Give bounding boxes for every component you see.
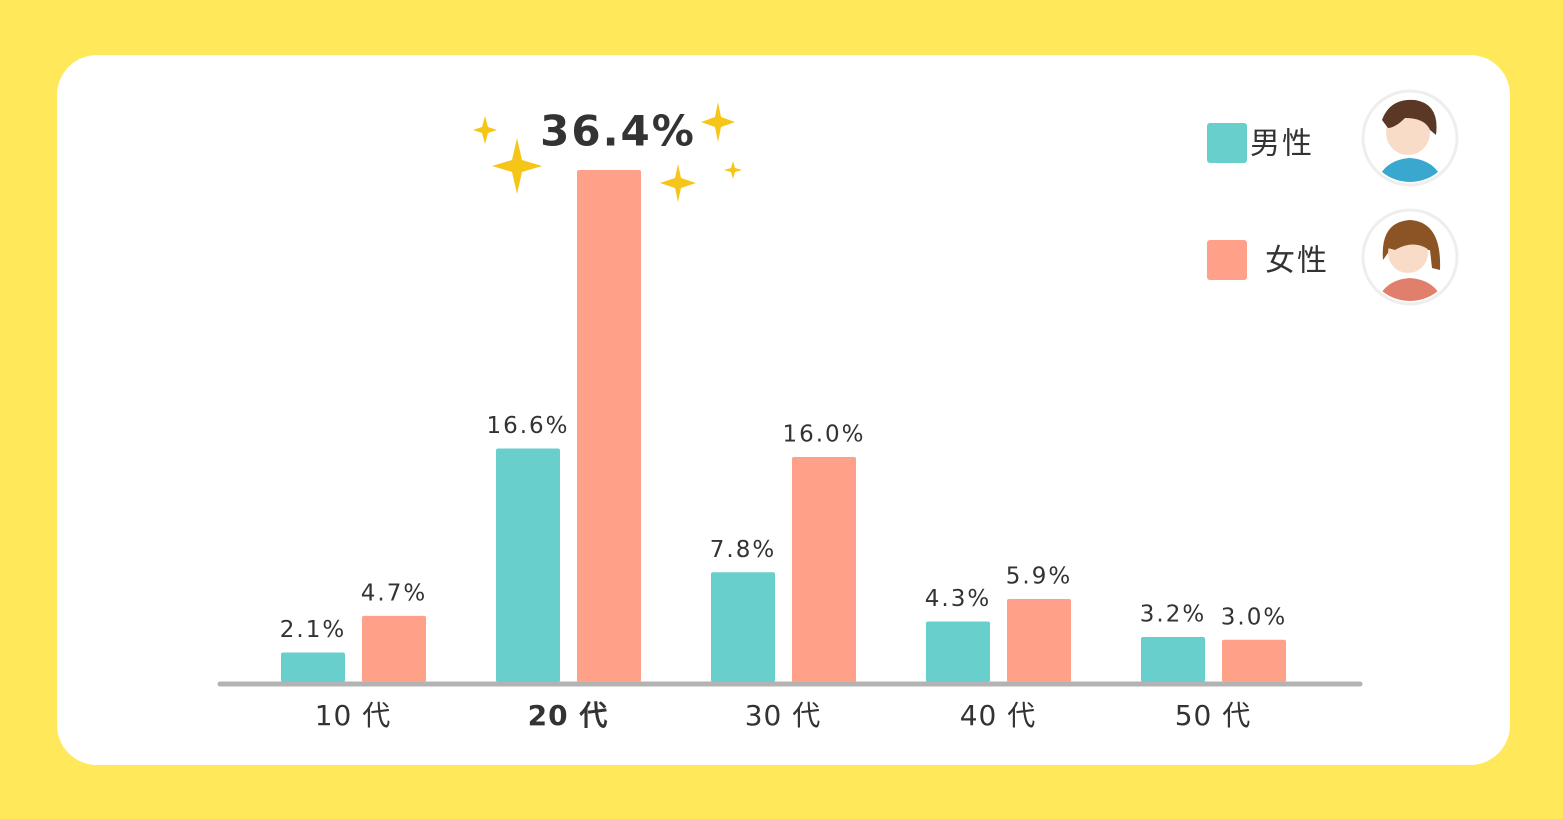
legend-label: 男性 bbox=[1250, 127, 1314, 162]
bar bbox=[711, 572, 775, 682]
x-tick-label: 30 代 bbox=[745, 699, 822, 732]
male-avatar bbox=[1361, 89, 1459, 187]
bar bbox=[496, 448, 560, 682]
x-tick-label: 10 代 bbox=[315, 699, 392, 732]
legend-swatch bbox=[1207, 240, 1247, 280]
value-label: 16.6% bbox=[486, 413, 569, 439]
bar bbox=[792, 456, 856, 682]
bar bbox=[1141, 636, 1205, 682]
x-tick-label: 50 代 bbox=[1175, 699, 1252, 732]
card bbox=[57, 55, 1510, 765]
bar bbox=[1222, 639, 1286, 682]
x-tick-label: 20 代 bbox=[528, 699, 609, 732]
value-label: 7.8% bbox=[710, 537, 776, 563]
bar bbox=[577, 170, 641, 682]
value-label: 4.7% bbox=[361, 580, 427, 606]
value-label: 16.0% bbox=[782, 421, 865, 447]
bar bbox=[362, 615, 426, 682]
value-label: 3.2% bbox=[1140, 601, 1206, 627]
bar bbox=[926, 621, 990, 682]
value-label: 5.9% bbox=[1006, 564, 1072, 590]
value-label: 4.3% bbox=[925, 586, 991, 612]
bar bbox=[1007, 599, 1071, 682]
female-avatar bbox=[1361, 208, 1459, 306]
value-label: 2.1% bbox=[280, 617, 346, 643]
legend-swatch bbox=[1207, 123, 1247, 163]
sparkles bbox=[473, 102, 742, 202]
highlight-value-label: 36.4% bbox=[540, 107, 696, 156]
bar bbox=[281, 652, 345, 682]
legend-label: 女性 bbox=[1265, 244, 1329, 279]
x-tick-label: 40 代 bbox=[960, 699, 1037, 732]
value-label: 3.0% bbox=[1221, 604, 1287, 630]
